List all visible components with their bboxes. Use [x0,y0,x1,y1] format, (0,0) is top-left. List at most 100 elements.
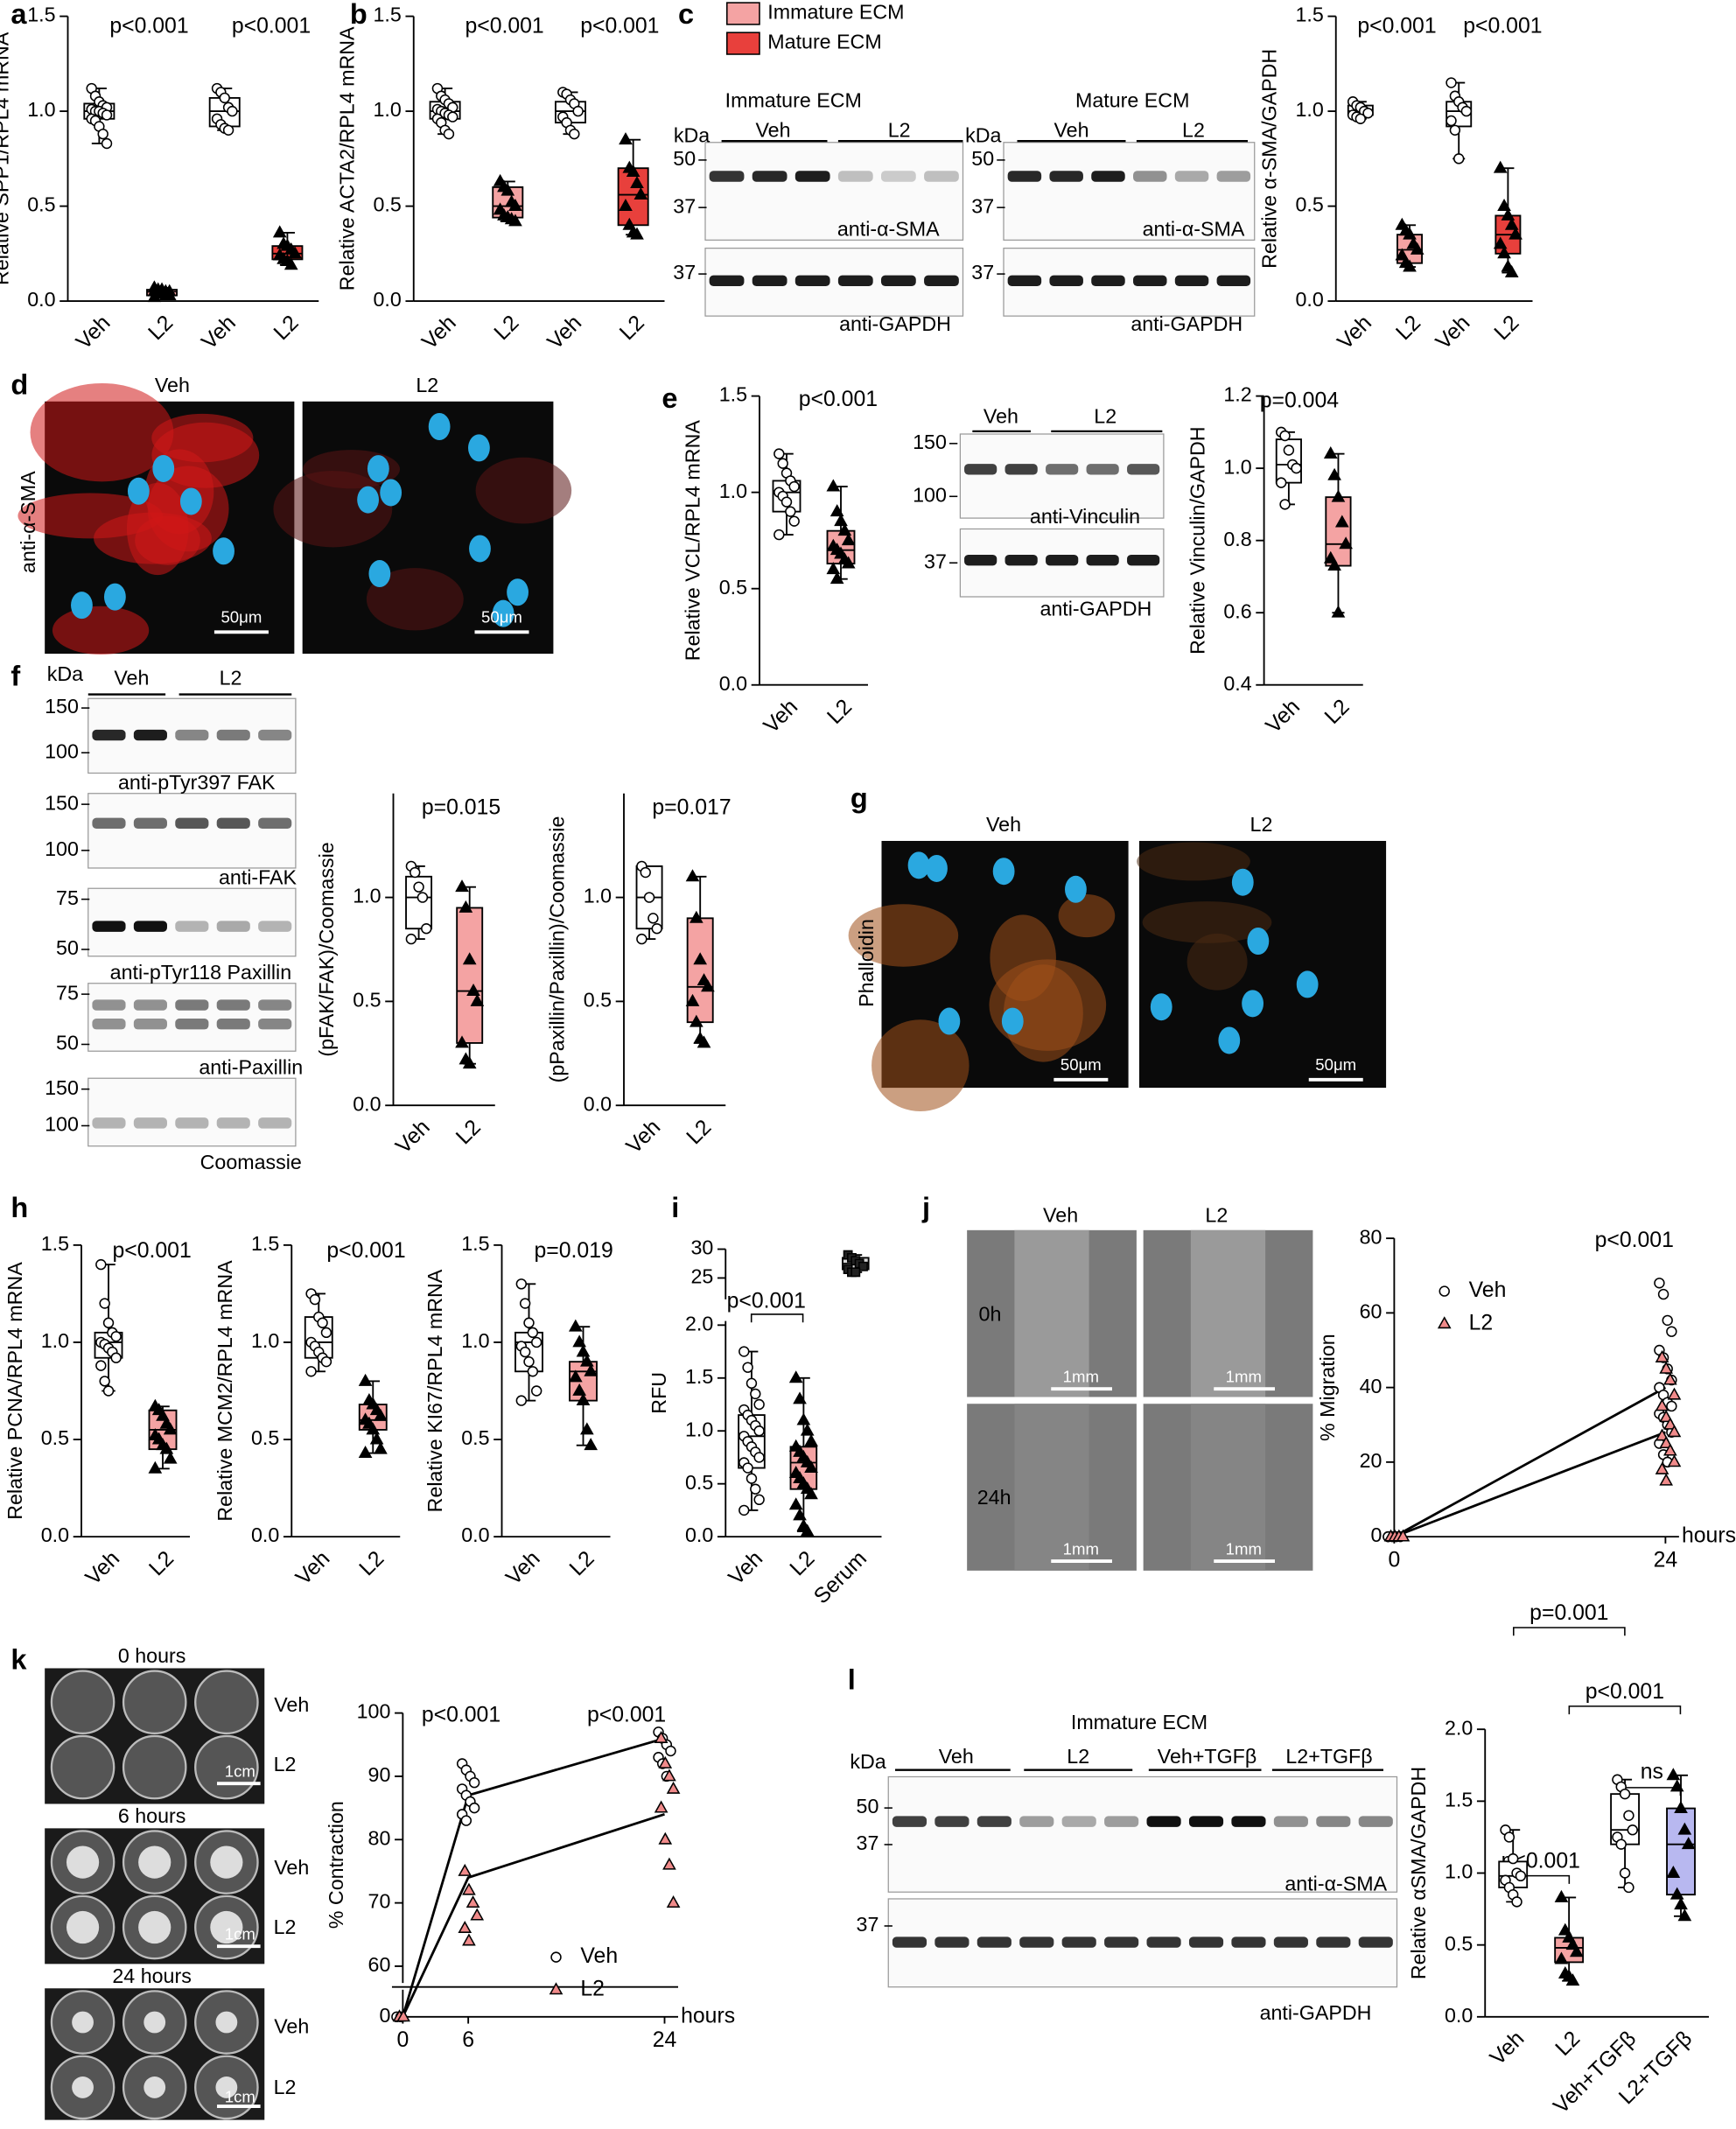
point [1396,1529,1410,1542]
point [1667,1425,1682,1438]
annotation: p<0.001 [1357,15,1436,39]
annotation: p=0.001 [1530,1601,1608,1625]
point [1438,1285,1450,1297]
point [1554,1951,1569,1964]
label: 50 [56,1032,79,1054]
point [1554,1889,1569,1902]
blot-band [1146,1936,1181,1948]
series-line [1393,1386,1667,1538]
label: Coomassie [200,1151,302,1173]
point [97,128,108,140]
point [662,1768,676,1782]
x-tick-label: L2 [786,1547,820,1581]
point [460,1815,472,1826]
label: 37 [857,1913,879,1936]
label: anti-α-SMA [1143,218,1245,241]
annotation: p=0.004 [1260,389,1339,412]
point [1497,199,1511,212]
y-tick-label: 0.0 [1445,2004,1473,2027]
label: 75 [56,886,79,909]
y-tick-label: 1.5 [685,1365,713,1388]
y-tick-label: 0.5 [373,193,401,216]
nucleus [1218,1026,1241,1054]
blot-band [1019,1936,1054,1948]
panel-letter: e [662,382,677,414]
y-axis-label: Relative KI67/RPL4 mRNA [424,1269,446,1512]
label: 1cm [225,2088,256,2106]
point [458,1920,472,1933]
point [746,1377,758,1390]
blot-band [794,275,830,287]
label: Immature ECM [1071,1711,1208,1733]
x-tick-label: L2 [682,1116,717,1150]
point [99,1376,110,1387]
point [685,993,700,1006]
blot-band [1188,1816,1224,1827]
y-tick-label: 0.0 [27,288,55,311]
point [796,1412,811,1425]
point [1666,1865,1681,1878]
label: anti-GAPDH [839,312,951,335]
point [1677,1908,1692,1922]
point [1504,217,1519,230]
blot-band [216,921,250,932]
point [468,1776,480,1789]
point [1659,1473,1673,1486]
point [788,515,800,527]
label: 50μm [1060,1055,1102,1074]
y-tick-label: 1.0 [373,98,401,121]
point [788,480,800,493]
label: Mature ECM [1075,88,1189,111]
label: anti-GAPDH [1130,312,1242,335]
panel-letter: h [10,1192,28,1223]
x-tick-label: Veh [760,695,802,738]
y-axis-label: % Contraction [325,1801,347,1929]
point [447,111,458,123]
y-tick-label: 1.5 [1445,1789,1473,1811]
blot-band [258,817,292,830]
point [500,183,515,196]
y-tick-label: 0.5 [1445,1932,1473,1955]
bracket [750,1313,804,1323]
point [1677,1822,1692,1835]
label: kDa [850,1750,886,1773]
point [163,1422,178,1435]
blot-band [1231,1816,1266,1827]
blot-band [1104,1936,1139,1948]
y-axis-label: Relative VCL/RPL4 mRNA [682,420,704,662]
label: 37 [924,550,947,572]
label: L2 [1250,813,1273,836]
point [320,1327,332,1339]
point [568,1369,583,1383]
legend-swatch [726,2,760,25]
nucleus [507,578,528,606]
point [643,892,655,903]
point [462,1056,477,1069]
y-tick-label: 25 [690,1265,713,1288]
label: 37 [673,261,696,284]
point [550,1951,562,1963]
blot-band [1316,1936,1351,1948]
label: L2 [274,1915,297,1938]
blot-band [924,171,959,182]
point [1666,1768,1681,1781]
blot-band [1216,171,1251,182]
label: anti-α-SMA [17,471,39,573]
blot-band [709,171,745,182]
point [99,1298,110,1309]
x-tick-label: L2 [452,1116,486,1150]
point [1667,1387,1682,1400]
point [1504,264,1519,277]
point [742,1462,753,1474]
point [576,1344,591,1357]
label: L2+TGFβ [1285,1745,1372,1768]
blot-band [216,999,250,1011]
y-tick-label: 0.0 [41,1523,69,1546]
point [1615,1838,1627,1850]
point [1334,515,1349,528]
blot-band [175,729,209,741]
label: 6 hours [118,1804,186,1827]
annotation: p<0.001 [1586,1680,1664,1704]
point [462,952,477,965]
gel [144,2076,166,2098]
